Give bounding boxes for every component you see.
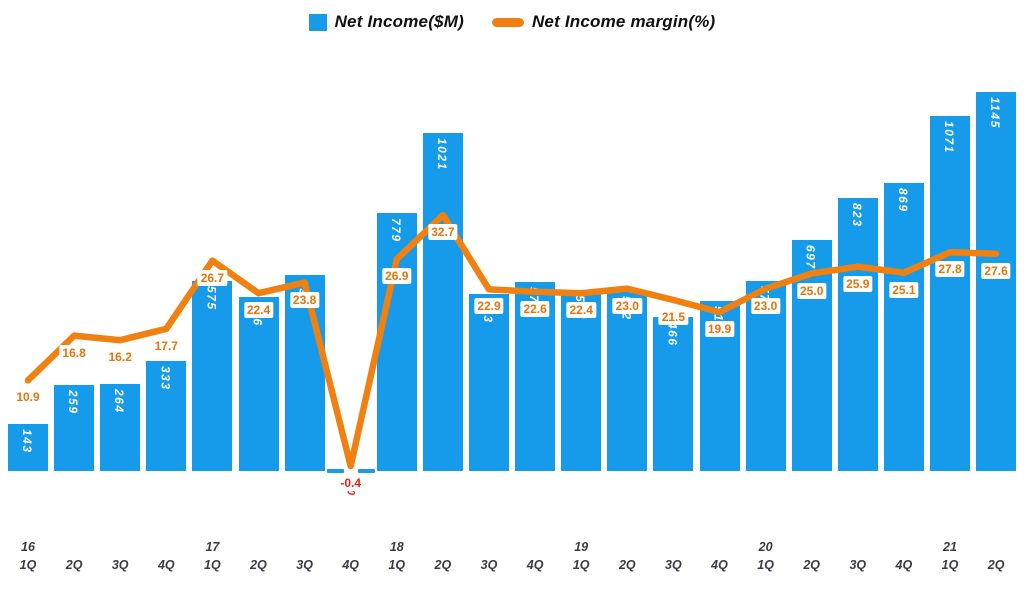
- margin-point-label-1q16: 10.9: [13, 389, 43, 406]
- x-axis-year-label-18: 18: [389, 540, 404, 554]
- margin-point-label-4q19: 19.9: [704, 321, 735, 338]
- x-axis-quarter-label-2q20: 2Q: [803, 558, 821, 572]
- chart-legend: Net Income($M) Net Income margin(%): [0, 12, 1024, 32]
- bar-3q20: [837, 198, 878, 471]
- margin-point-label-3q20: 25.9: [843, 275, 873, 292]
- margin-point-label-3q19: 21.5: [658, 309, 689, 326]
- x-axis-quarter-label-2q17: 2Q: [250, 558, 267, 572]
- x-axis-year-label-21: 21: [943, 540, 957, 554]
- x-axis-quarter-label-4q19: 4Q: [711, 558, 728, 572]
- margin-point-label-2q16: 16.8: [59, 344, 89, 361]
- bar-1q21: [930, 116, 970, 471]
- x-axis-quarter-label-4q18: 4Q: [526, 558, 544, 572]
- bar-value-label-1q21: 1071: [942, 121, 956, 154]
- margin-point-label-2q20: 25.0: [797, 282, 827, 299]
- bar-value-label-2q18: 1021: [434, 137, 449, 171]
- x-axis-quarter-label-1q21: 1Q: [941, 558, 959, 572]
- bar-value-label-1q17: 575: [204, 285, 219, 311]
- bar-value-label-4q20: 869: [895, 188, 910, 213]
- bar-2q20: [791, 240, 832, 471]
- x-axis-quarter-label-4q16: 4Q: [157, 558, 175, 572]
- bar-value-label-4q16: 333: [158, 365, 173, 391]
- x-axis-quarter-label-2q18: 2Q: [434, 558, 452, 572]
- zero-bar-dash-left-4q17: [326, 469, 344, 473]
- bar-4q20: [883, 183, 924, 471]
- bar-2q18: [422, 132, 463, 471]
- line-series-swatch-icon: [491, 17, 524, 27]
- x-axis-quarter-label-1q16: 1Q: [19, 558, 37, 572]
- x-axis-quarter-label-1q20: 1Q: [757, 558, 774, 572]
- bar-value-label-3q20: 823: [849, 203, 864, 228]
- bar-1q18: [376, 212, 417, 471]
- x-axis-quarter-label-2q19: 2Q: [618, 558, 636, 572]
- legend-item-margin: Net Income margin(%): [491, 12, 716, 32]
- margin-point-label-4q16: 17.7: [151, 337, 181, 354]
- x-axis-year-label-16: 16: [21, 540, 35, 554]
- bar-series-swatch-icon: [308, 13, 327, 31]
- bar-value-label-3q19: 466: [665, 321, 680, 347]
- legend-net-income-label: Net Income($M): [334, 12, 464, 31]
- bar-value-label-2q21: 1145: [988, 96, 1003, 129]
- margin-point-label-3q18: 22.9: [474, 298, 504, 315]
- margin-point-label-2q21: 27.6: [981, 262, 1011, 279]
- x-axis-quarter-label-3q18: 3Q: [480, 558, 498, 572]
- margin-point-label-1q19: 22.4: [566, 302, 596, 319]
- margin-point-label-4q20: 25.1: [889, 281, 919, 298]
- margin-point-label-3q16: 16.2: [105, 349, 135, 366]
- x-axis-quarter-label-2q21: 2Q: [987, 558, 1005, 572]
- x-axis-quarter-label-3q20: 3Q: [849, 558, 867, 572]
- x-axis-quarter-label-3q19: 3Q: [665, 558, 682, 572]
- x-axis-quarter-label-4q17: 4Q: [342, 558, 360, 572]
- legend-margin-label: Net Income margin(%): [531, 12, 716, 31]
- margin-point-label-1q20: 23.0: [750, 297, 781, 314]
- x-axis-quarter-label-1q19: 1Q: [572, 558, 590, 572]
- x-axis-year-label-19: 19: [574, 540, 589, 554]
- margin-point-label-2q17: 22.4: [243, 302, 274, 319]
- bar-value-label-2q16: 259: [66, 390, 81, 415]
- zero-bar-dash-right-4q17: [357, 469, 375, 473]
- x-axis-quarter-label-3q17: 3Q: [296, 558, 313, 572]
- bar-value-label-3q16: 264: [112, 388, 127, 414]
- margin-point-label-1q18: 26.9: [382, 268, 412, 285]
- margin-point-label-4q17: -0.4: [337, 475, 365, 492]
- margin-point-label-4q18: 22.6: [520, 300, 550, 317]
- x-axis-year-label-20: 20: [758, 540, 773, 554]
- legend-item-net-income: Net Income($M): [308, 12, 464, 32]
- margin-point-label-3q17: 23.8: [289, 291, 320, 308]
- x-axis-quarter-label-1q18: 1Q: [388, 558, 406, 572]
- bar-value-label-2q20: 697: [803, 245, 818, 270]
- bar-value-label-1q18: 779: [388, 217, 403, 243]
- margin-point-label-1q17: 26.7: [197, 269, 228, 286]
- x-axis-year-label-17: 17: [205, 540, 220, 554]
- margin-point-label-1q21: 27.8: [935, 261, 965, 278]
- bar-value-label-1q16: 143: [20, 428, 34, 454]
- x-axis-quarter-label-1q17: 1Q: [204, 558, 221, 572]
- x-axis-quarter-label-2q16: 2Q: [65, 558, 83, 572]
- bar-2q21: [976, 91, 1017, 471]
- x-axis-quarter-label-3q16: 3Q: [111, 558, 129, 572]
- margin-point-label-2q19: 23.0: [612, 297, 642, 314]
- x-axis-quarter-label-4q20: 4Q: [895, 558, 913, 572]
- bar-value-label-4q17: 0: [344, 489, 357, 496]
- margin-point-label-2q18: 32.7: [428, 224, 458, 241]
